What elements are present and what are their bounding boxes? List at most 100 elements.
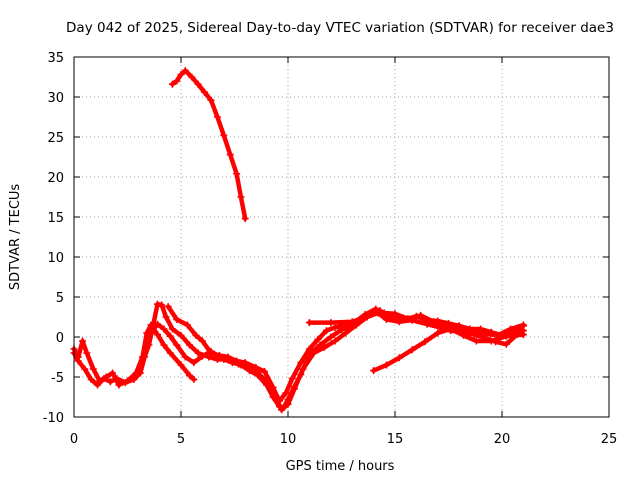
data-point bbox=[305, 319, 313, 327]
data-point bbox=[382, 361, 390, 369]
data-point bbox=[395, 354, 403, 362]
y-tick-label: 20 bbox=[47, 171, 64, 186]
data-point bbox=[519, 321, 527, 329]
data-point bbox=[194, 349, 202, 357]
data-point bbox=[177, 331, 185, 339]
data-point bbox=[502, 340, 510, 348]
data-point bbox=[89, 365, 97, 373]
data-point bbox=[233, 357, 241, 365]
data-point bbox=[213, 113, 221, 121]
data-point bbox=[181, 67, 189, 75]
data-point bbox=[237, 193, 245, 201]
x-tick-label: 10 bbox=[280, 432, 297, 447]
data-point bbox=[417, 311, 425, 319]
data-point bbox=[81, 365, 89, 373]
data-point bbox=[404, 315, 412, 323]
data-point bbox=[278, 406, 286, 414]
x-tick-label: 25 bbox=[601, 432, 618, 447]
data-point bbox=[115, 381, 123, 389]
y-tick-label: 5 bbox=[56, 291, 64, 306]
data-point bbox=[106, 378, 114, 386]
data-point bbox=[423, 320, 431, 328]
data-point bbox=[188, 73, 196, 81]
data-point bbox=[162, 313, 170, 321]
data-point bbox=[430, 318, 438, 326]
data-point bbox=[320, 343, 328, 351]
data-point bbox=[297, 359, 305, 367]
data-point bbox=[382, 315, 390, 323]
data-point bbox=[147, 321, 155, 329]
series-track-f bbox=[370, 325, 527, 375]
data-point bbox=[160, 325, 168, 333]
data-point bbox=[519, 331, 527, 339]
data-point bbox=[96, 377, 104, 385]
data-point bbox=[79, 337, 87, 345]
data-point bbox=[138, 353, 146, 361]
data-point bbox=[233, 170, 241, 178]
data-point bbox=[487, 337, 495, 345]
data-point bbox=[310, 349, 318, 357]
y-tick-label: 10 bbox=[47, 251, 64, 266]
data-point bbox=[468, 327, 476, 335]
data-point bbox=[87, 375, 95, 383]
data-point bbox=[207, 96, 215, 104]
data-point bbox=[194, 80, 202, 88]
data-point bbox=[507, 325, 515, 333]
data-point bbox=[166, 349, 174, 357]
y-tick-label: 15 bbox=[47, 211, 64, 226]
data-point bbox=[331, 323, 339, 331]
data-point bbox=[109, 369, 117, 377]
data-point bbox=[190, 375, 198, 383]
data-point bbox=[327, 319, 335, 327]
data-point bbox=[201, 88, 209, 96]
data-point bbox=[177, 361, 185, 369]
data-point bbox=[241, 215, 249, 223]
data-point bbox=[288, 375, 296, 383]
data-point bbox=[481, 330, 489, 338]
y-tick-label: 0 bbox=[56, 331, 64, 346]
data-point bbox=[207, 349, 215, 357]
chart-title: Day 042 of 2025, Sidereal Day-to-day VTE… bbox=[66, 20, 614, 36]
y-axis-label: SDTVAR / TECUs bbox=[8, 184, 23, 291]
data-point bbox=[166, 332, 174, 340]
series-track-b bbox=[70, 321, 198, 389]
data-point bbox=[284, 400, 292, 408]
data-point bbox=[153, 320, 161, 328]
series-line bbox=[71, 322, 197, 388]
data-point bbox=[153, 331, 161, 339]
data-point bbox=[434, 329, 442, 337]
data-point bbox=[323, 327, 331, 335]
y-tick-label: 30 bbox=[47, 91, 64, 106]
data-point bbox=[305, 345, 313, 353]
data-point bbox=[391, 310, 399, 318]
data-point bbox=[348, 318, 356, 326]
x-tick-label: 5 bbox=[177, 432, 185, 447]
series-track-e bbox=[305, 314, 367, 327]
data-point bbox=[132, 369, 140, 377]
data-point bbox=[314, 335, 322, 343]
data-point bbox=[164, 303, 172, 311]
data-point bbox=[168, 325, 176, 333]
y-axis-tick-labels: -10 -5 0 5 10 15 20 25 30 35 bbox=[43, 51, 64, 426]
plot-area bbox=[70, 67, 527, 414]
data-point bbox=[472, 337, 480, 345]
series-track-d bbox=[164, 303, 527, 405]
data-point bbox=[260, 367, 268, 375]
data-point bbox=[160, 341, 168, 349]
data-point bbox=[102, 373, 110, 381]
x-tick-label: 0 bbox=[70, 432, 78, 447]
data-point bbox=[299, 365, 307, 373]
data-point bbox=[220, 131, 228, 139]
data-point bbox=[359, 314, 367, 322]
data-point bbox=[186, 371, 194, 379]
y-tick-label: 35 bbox=[47, 51, 64, 66]
data-point bbox=[74, 353, 82, 361]
data-point bbox=[168, 80, 176, 88]
data-point bbox=[447, 325, 455, 333]
data-point bbox=[408, 346, 416, 354]
x-tick-label: 20 bbox=[494, 432, 511, 447]
x-axis-label: GPS time / hours bbox=[286, 459, 395, 474]
data-point bbox=[380, 309, 388, 317]
